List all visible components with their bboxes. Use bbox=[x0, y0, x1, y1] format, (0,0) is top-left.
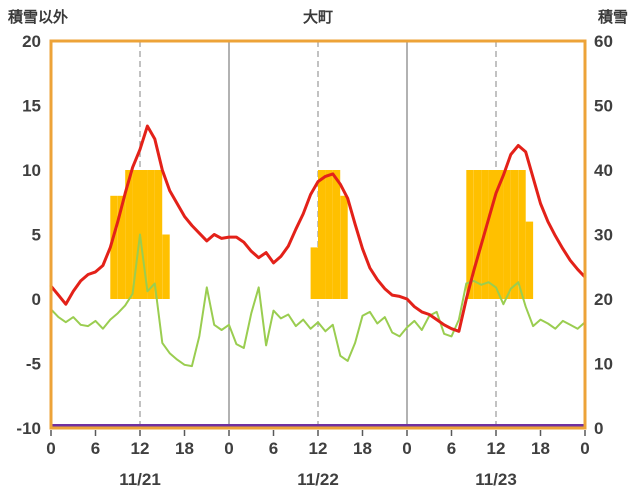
svg-text:10: 10 bbox=[594, 355, 613, 374]
svg-text:11/23: 11/23 bbox=[475, 470, 517, 489]
svg-text:-5: -5 bbox=[26, 355, 41, 374]
svg-text:0: 0 bbox=[224, 439, 233, 458]
svg-text:20: 20 bbox=[594, 290, 613, 309]
svg-text:11/22: 11/22 bbox=[297, 470, 339, 489]
svg-text:15: 15 bbox=[22, 97, 41, 116]
svg-text:30: 30 bbox=[594, 226, 613, 245]
chart-title: 大町 bbox=[302, 9, 333, 26]
left-axis-title: 積雪以外 bbox=[8, 9, 69, 26]
svg-text:0: 0 bbox=[46, 439, 55, 458]
svg-text:0: 0 bbox=[402, 439, 411, 458]
svg-text:-10: -10 bbox=[16, 419, 41, 438]
svg-text:12: 12 bbox=[309, 439, 328, 458]
svg-text:18: 18 bbox=[531, 439, 550, 458]
svg-text:0: 0 bbox=[580, 439, 589, 458]
svg-text:18: 18 bbox=[353, 439, 372, 458]
svg-text:0: 0 bbox=[32, 290, 41, 309]
right-axis-title: 積雪 bbox=[597, 9, 628, 26]
svg-text:6: 6 bbox=[91, 439, 100, 458]
svg-text:40: 40 bbox=[594, 161, 613, 180]
svg-text:50: 50 bbox=[594, 97, 613, 116]
svg-text:12: 12 bbox=[487, 439, 506, 458]
svg-text:11/21: 11/21 bbox=[119, 470, 161, 489]
svg-text:60: 60 bbox=[594, 32, 613, 51]
svg-text:20: 20 bbox=[22, 32, 41, 51]
svg-text:12: 12 bbox=[131, 439, 150, 458]
svg-text:5: 5 bbox=[32, 226, 41, 245]
svg-text:6: 6 bbox=[447, 439, 456, 458]
svg-text:6: 6 bbox=[269, 439, 278, 458]
svg-text:10: 10 bbox=[22, 161, 41, 180]
svg-text:18: 18 bbox=[175, 439, 194, 458]
svg-text:0: 0 bbox=[594, 419, 603, 438]
